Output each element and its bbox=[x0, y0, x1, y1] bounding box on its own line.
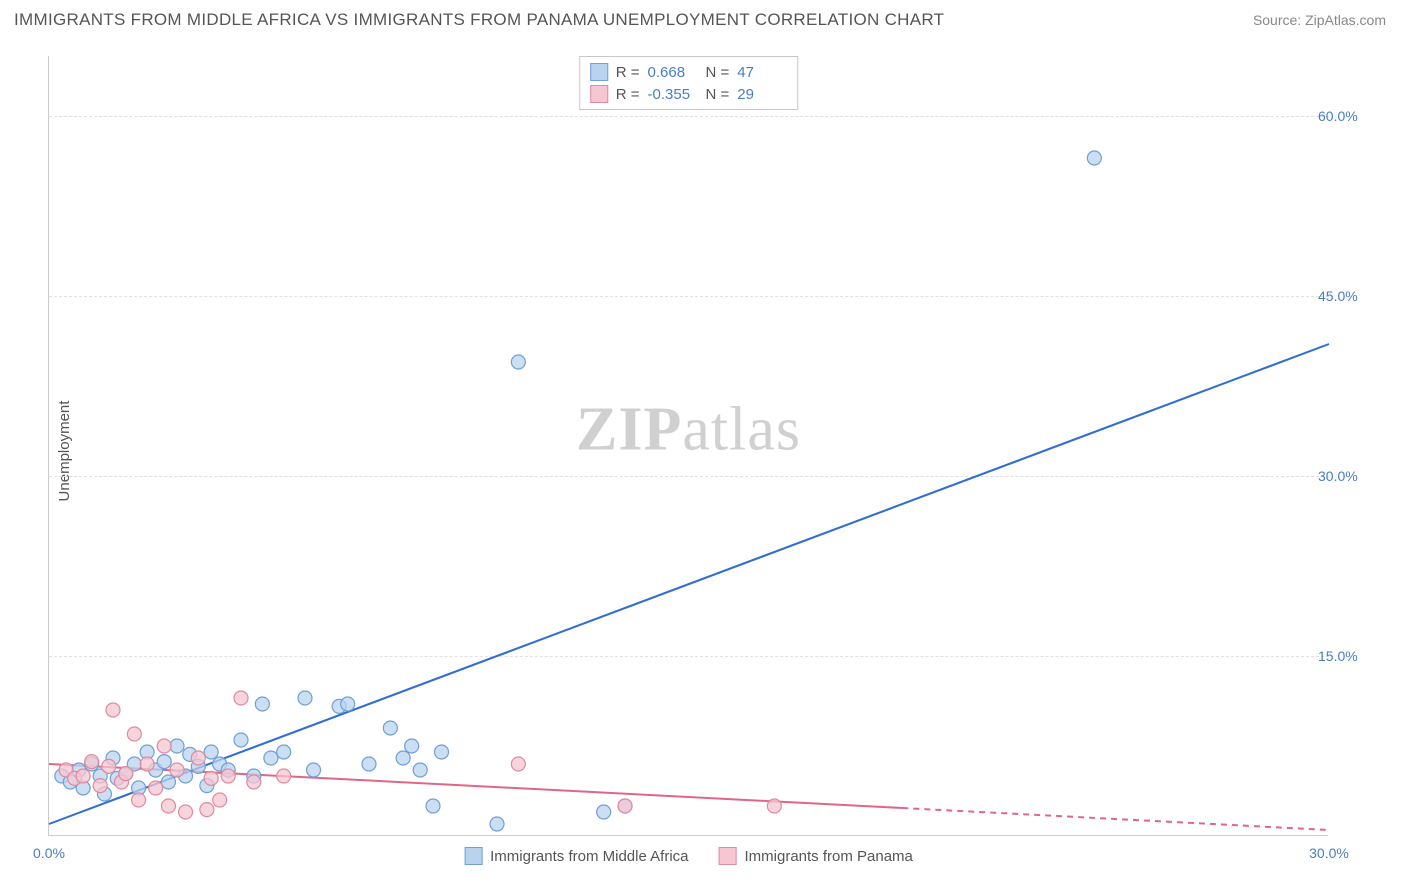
swatch-series2 bbox=[719, 847, 737, 865]
stats-row-series1: R = 0.668 N = 47 bbox=[590, 61, 788, 83]
r-label: R = bbox=[616, 86, 640, 103]
legend-label-series1: Immigrants from Middle Africa bbox=[490, 848, 688, 865]
page-title: IMMIGRANTS FROM MIDDLE AFRICA VS IMMIGRA… bbox=[14, 10, 944, 30]
swatch-series1 bbox=[590, 63, 608, 81]
scatter-svg bbox=[49, 56, 1329, 836]
series-legend: Immigrants from Middle Africa Immigrants… bbox=[464, 847, 913, 865]
r-label: R = bbox=[616, 64, 640, 81]
stats-legend: R = 0.668 N = 47 R = -0.355 N = 29 bbox=[579, 56, 799, 110]
r-value-series2: -0.355 bbox=[648, 86, 698, 103]
swatch-series1 bbox=[464, 847, 482, 865]
swatch-series2 bbox=[590, 85, 608, 103]
n-label: N = bbox=[706, 86, 730, 103]
n-label: N = bbox=[706, 64, 730, 81]
source-attribution: Source: ZipAtlas.com bbox=[1253, 12, 1386, 28]
legend-label-series2: Immigrants from Panama bbox=[745, 848, 913, 865]
x-tick-max: 30.0% bbox=[1309, 845, 1349, 861]
n-value-series2: 29 bbox=[737, 86, 787, 103]
legend-item-series1: Immigrants from Middle Africa bbox=[464, 847, 688, 865]
legend-item-series2: Immigrants from Panama bbox=[719, 847, 913, 865]
stats-row-series2: R = -0.355 N = 29 bbox=[590, 83, 788, 105]
n-value-series1: 47 bbox=[737, 64, 787, 81]
plot-area: ZIPatlas 15.0%30.0%45.0%60.0% R = 0.668 … bbox=[48, 56, 1328, 836]
x-tick-min: 0.0% bbox=[33, 845, 65, 861]
correlation-chart: Unemployment ZIPatlas 15.0%30.0%45.0%60.… bbox=[48, 56, 1368, 846]
r-value-series1: 0.668 bbox=[648, 64, 698, 81]
